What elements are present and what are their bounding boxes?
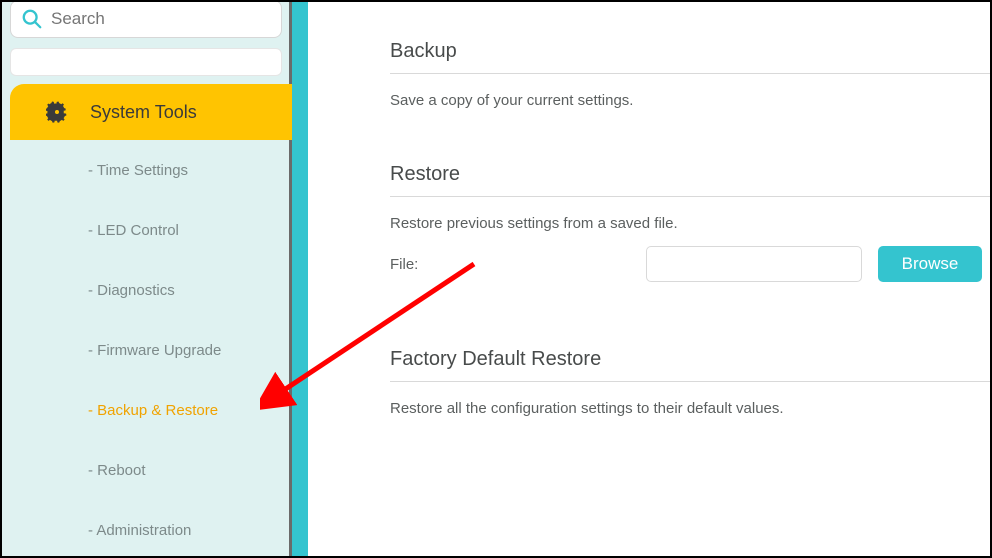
section-restore: Restore Restore previous settings from a…	[390, 163, 990, 282]
search-input[interactable]	[51, 9, 271, 29]
sidebar-spacer	[10, 48, 282, 76]
file-input[interactable]	[646, 246, 862, 282]
section-factory: Factory Default Restore Restore all the …	[390, 348, 990, 417]
section-backup: Backup Save a copy of your current setti…	[390, 40, 990, 109]
sidebar-menu: - Time Settings - LED Control - Diagnost…	[10, 140, 292, 558]
search-icon	[21, 8, 43, 30]
sidebar-item-firmware-upgrade[interactable]: - Firmware Upgrade	[10, 320, 292, 380]
section-title-backup: Backup	[390, 40, 990, 74]
sidebar-item-label: - Diagnostics	[88, 282, 175, 299]
browse-button[interactable]: Browse	[878, 246, 982, 282]
sidebar-category-system-tools[interactable]: System Tools	[10, 84, 292, 140]
section-desc-factory: Restore all the configuration settings t…	[390, 400, 990, 417]
section-desc-backup: Save a copy of your current settings.	[390, 92, 990, 109]
sidebar-item-label: - LED Control	[88, 222, 179, 239]
sidebar: System Tools - Time Settings - LED Contr…	[2, 2, 292, 556]
sidebar-item-backup-restore[interactable]: - Backup & Restore	[10, 380, 292, 440]
main-content: Backup Save a copy of your current setti…	[308, 2, 990, 556]
file-label: File:	[390, 256, 646, 273]
sidebar-item-administration[interactable]: - Administration	[10, 500, 292, 558]
sidebar-item-led-control[interactable]: - LED Control	[10, 200, 292, 260]
gear-icon	[46, 101, 68, 123]
sidebar-item-label: - Backup & Restore	[88, 402, 218, 419]
sidebar-item-label: - Firmware Upgrade	[88, 342, 221, 359]
sidebar-item-label: - Reboot	[88, 462, 146, 479]
search-box[interactable]	[10, 0, 282, 38]
section-desc-restore: Restore previous settings from a saved f…	[390, 215, 990, 232]
sidebar-item-reboot[interactable]: - Reboot	[10, 440, 292, 500]
sidebar-category-label: System Tools	[90, 102, 197, 123]
file-row: File: Browse	[390, 246, 990, 282]
section-title-restore: Restore	[390, 163, 990, 197]
sidebar-item-label: - Administration	[88, 522, 191, 539]
sidebar-item-label: - Time Settings	[88, 162, 188, 179]
section-title-factory: Factory Default Restore	[390, 348, 990, 382]
sidebar-item-time-settings[interactable]: - Time Settings	[10, 140, 292, 200]
sidebar-item-diagnostics[interactable]: - Diagnostics	[10, 260, 292, 320]
